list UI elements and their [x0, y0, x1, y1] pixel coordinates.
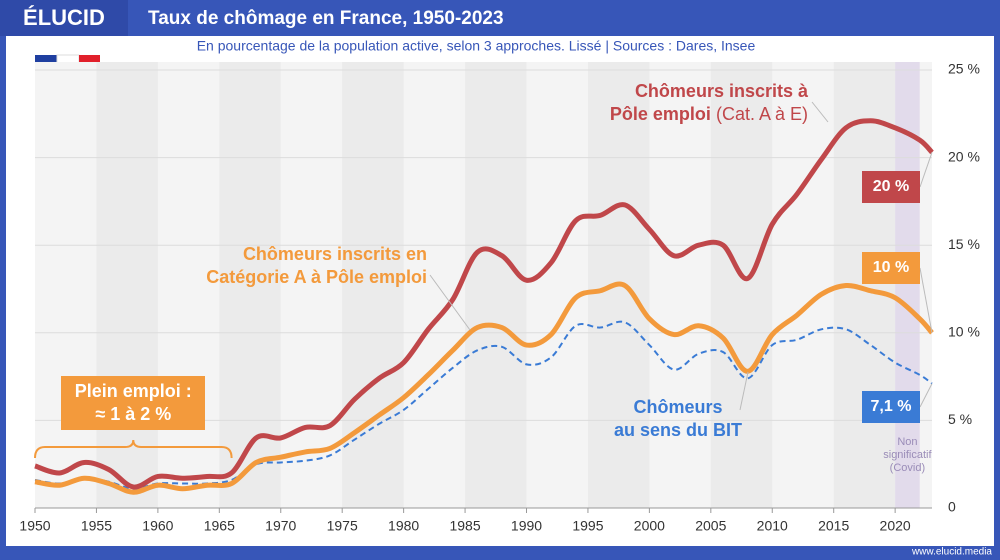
leader [919, 267, 933, 333]
x-tick-label: 2020 [880, 518, 911, 534]
x-tick-label: 1965 [204, 518, 235, 534]
series-name: Chômeurs inscrits en Catégorie A à Pôle … [206, 244, 427, 287]
series-label: Chômeurs inscrits en Catégorie A à Pôle … [206, 243, 427, 289]
series-label: Chômeurs au sens du BIT [588, 396, 768, 442]
x-tick-label: 1995 [572, 518, 603, 534]
annotation-box: Plein emploi : ≈ 1 à 2 % [61, 376, 206, 430]
series-line [34, 320, 933, 490]
value-box [862, 391, 920, 423]
x-tick-label: 2005 [695, 518, 726, 534]
leader [919, 152, 933, 188]
x-tick-label: 1990 [511, 518, 542, 534]
x-tick-label: 1980 [388, 518, 419, 534]
leader [429, 274, 471, 331]
x-tick-label: 1985 [449, 518, 480, 534]
x-tick-label: 1975 [327, 518, 358, 534]
leader [919, 383, 933, 408]
leader [739, 371, 749, 411]
x-tick-label: 2000 [634, 518, 665, 534]
x-tick-label: 1960 [142, 518, 173, 534]
y-tick-label: 20 % [948, 148, 980, 164]
y-tick-label: 0 [948, 499, 956, 515]
y-tick-label: 5 % [948, 411, 972, 427]
subtitle: En pourcentage de la population active, … [197, 38, 756, 54]
band [465, 62, 527, 508]
series-label: Chômeurs inscrits à Pôle emploi (Cat. A … [610, 80, 808, 126]
value-label: 10 % [873, 259, 909, 276]
value-box [862, 171, 920, 203]
value-label: 7,1 % [871, 398, 912, 415]
series-line [34, 281, 934, 495]
footer: www.elucid.media [911, 547, 992, 558]
x-tick-label: 1955 [81, 518, 112, 534]
series-name: Chômeurs au sens du BIT [613, 397, 743, 440]
logo-bg [0, 0, 128, 36]
x-tick-label: 2015 [818, 518, 849, 534]
series-name: Chômeurs inscrits à Pôle emploi [609, 81, 808, 124]
y-tick-label: 10 % [948, 324, 980, 340]
x-tick-label: 1970 [265, 518, 296, 534]
value-label: 20 % [873, 178, 909, 195]
series-line [34, 118, 934, 490]
logo: ÉLUCID [23, 5, 105, 30]
covid-label: Non significatif (Covid) [883, 436, 932, 474]
brace [34, 439, 233, 459]
y-tick-label: 15 % [948, 236, 980, 252]
x-tick-label: 1950 [19, 518, 50, 534]
leader [811, 101, 829, 123]
band [219, 62, 281, 508]
value-box [862, 252, 920, 284]
chart-title: Taux de chômage en France, 1950-2023 [148, 8, 504, 29]
x-tick-label: 2010 [757, 518, 788, 534]
y-tick-label: 25 % [948, 61, 980, 77]
band [96, 62, 158, 508]
series-note: (Cat. A à E) [715, 104, 808, 124]
band [710, 62, 773, 508]
